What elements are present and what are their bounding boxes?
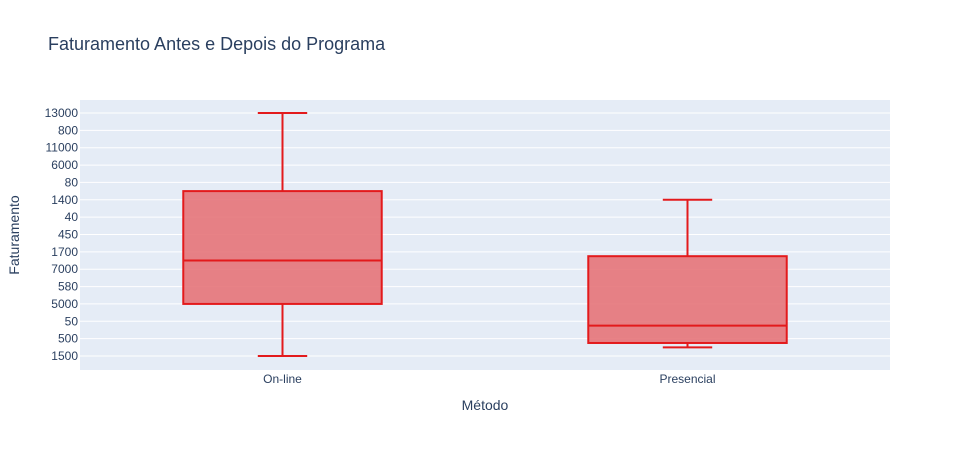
box-presencial — [587, 255, 788, 344]
y-tick-label: 50 — [65, 314, 79, 328]
y-axis-ticks: 1500 500 50 5000 580 7000 1700 450 40 1400 80 6000 1… — [45, 106, 79, 363]
y-tick-label: 11000 — [46, 141, 79, 155]
y-tick-label: 1400 — [51, 193, 78, 207]
box-on-line — [182, 190, 383, 305]
y-tick-label: 40 — [65, 210, 79, 224]
x-axis-ticks: On-line Presencial — [263, 372, 715, 386]
chart-title: Faturamento Antes e Depois do Programa — [48, 34, 386, 54]
x-tick-label: On-line — [263, 372, 302, 386]
y-tick-label: 580 — [58, 280, 78, 294]
x-tick-label: Presencial — [659, 372, 715, 386]
y-tick-label: 80 — [65, 175, 79, 189]
y-tick-label: 1700 — [51, 245, 78, 259]
y-tick-label: 6000 — [51, 158, 78, 172]
y-tick-label: 450 — [58, 228, 78, 242]
y-tick-label: 13000 — [45, 106, 79, 120]
x-axis-title: Método — [462, 397, 509, 413]
y-axis-title: Faturamento — [6, 195, 22, 275]
y-tick-label: 5000 — [51, 297, 78, 311]
box-series — [182, 112, 788, 357]
y-tick-label: 7000 — [51, 262, 78, 276]
y-tick-label: 500 — [58, 332, 78, 346]
y-tick-label: 1500 — [51, 349, 78, 363]
y-tick-label: 800 — [58, 123, 78, 137]
